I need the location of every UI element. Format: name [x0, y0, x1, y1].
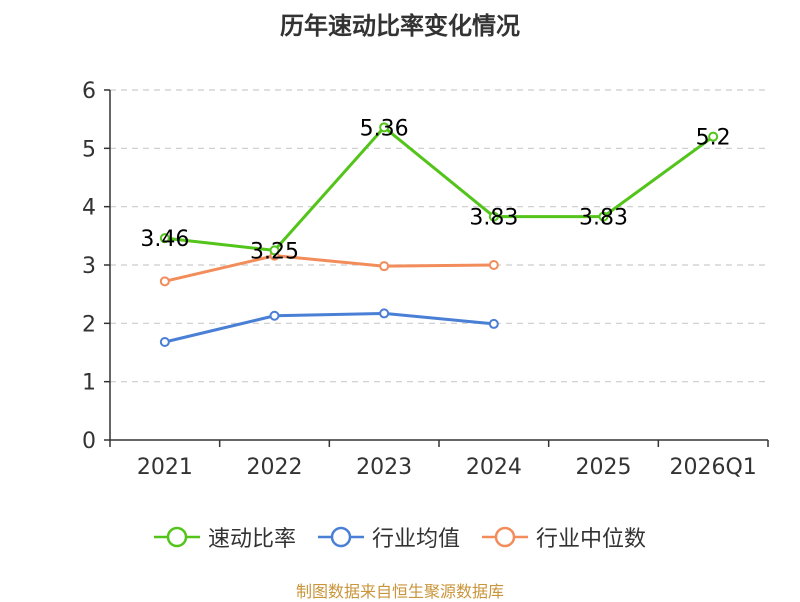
legend-item[interactable]: 行业均值 [317, 521, 460, 553]
legend-marker [494, 526, 516, 548]
y-tick-label: 6 [82, 79, 96, 104]
legend: 速动比率 行业均值 行业中位数 [0, 520, 800, 554]
data-label: 3.25 [250, 239, 299, 264]
legend-line-circle-icon [482, 526, 528, 548]
legend-marker [330, 526, 352, 548]
y-tick-label: 0 [82, 429, 96, 454]
chart-title: 历年速动比率变化情况 [280, 12, 520, 40]
data-label: 5.36 [360, 116, 409, 141]
data-point [488, 318, 499, 329]
axes: 0 1 2 3 4 5 6 2021 2022 2023 2024 2025 2026Q1 [82, 79, 769, 480]
data-point [159, 337, 170, 347]
data-label: 3.83 [579, 206, 628, 231]
x-tick-label: 2026Q1 [670, 455, 757, 480]
series-line-速动比率 [164, 125, 715, 252]
legend-marker [166, 526, 188, 548]
data-point [379, 261, 390, 272]
x-tick-label: 2023 [356, 455, 412, 480]
y-tick-label: 2 [82, 312, 96, 337]
data-point [488, 211, 499, 222]
legend-line-circle-icon [317, 526, 364, 548]
data-point [269, 245, 280, 256]
y-tick-label: 3 [82, 254, 96, 279]
gridlines [110, 89, 768, 383]
data-point [379, 308, 390, 319]
x-tick-label: 2022 [247, 455, 303, 480]
data-point [379, 122, 390, 133]
data-point [159, 276, 170, 287]
series [159, 122, 719, 347]
data-point [598, 211, 609, 222]
data-point [159, 233, 170, 244]
data-point [269, 310, 280, 321]
data-point [488, 260, 499, 270]
source-footer: 制图数据来自恒生聚源数据库 [295, 582, 504, 601]
data-label: 5.2 [696, 126, 731, 151]
data-label: 3.83 [469, 206, 518, 231]
y-tick-label: 1 [82, 371, 96, 396]
legend-item[interactable]: 速动比率 [153, 521, 296, 553]
legend-label: 行业均值 [371, 527, 460, 552]
series-line-行业均值 [164, 311, 494, 344]
x-tick-label: 2025 [576, 455, 632, 480]
data-labels: 3.46 3.25 5.36 3.83 3.83 5.2 [140, 116, 730, 264]
legend-label: 速动比率 [207, 527, 296, 552]
data-point [708, 131, 719, 142]
legend-label: 行业中位数 [536, 527, 647, 552]
data-label: 3.46 [140, 227, 189, 252]
series-line-行业中位数 [164, 254, 494, 283]
y-tick-label: 5 [82, 137, 96, 162]
x-tick-label: 2024 [466, 455, 522, 480]
legend-item[interactable]: 行业中位数 [482, 521, 646, 553]
y-tick-label: 4 [82, 196, 96, 221]
legend-line-circle-icon [153, 526, 200, 548]
x-tick-label: 2021 [137, 455, 193, 480]
